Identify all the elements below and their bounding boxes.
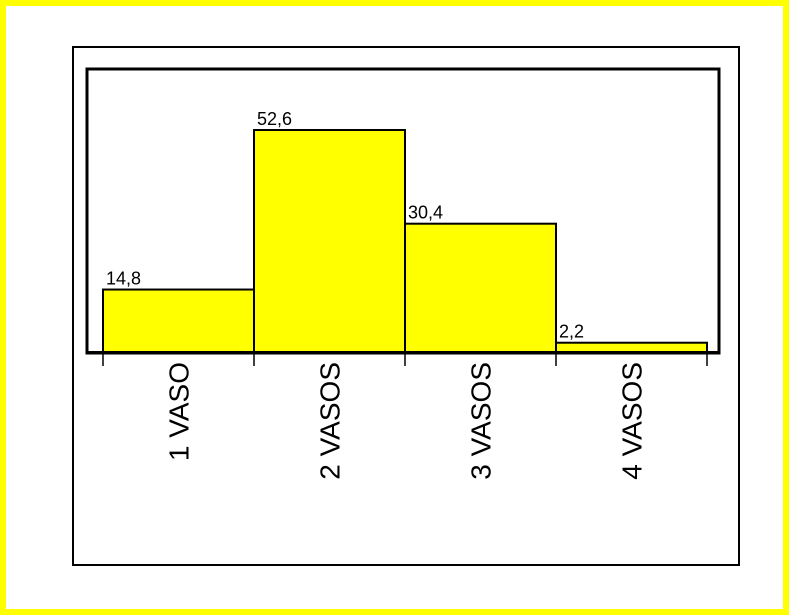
bar-1: [102, 288, 255, 354]
category-label-4: 4 VASOS: [617, 362, 648, 480]
bar-2: [253, 129, 406, 353]
category-label-3: 3 VASOS: [466, 362, 497, 480]
bar-3: [404, 222, 557, 353]
labels-layer: 14,8 1 VASO 52,6 2 VASOS 30,4 3 VASOS 2,2 4 VAS…: [106, 109, 648, 480]
value-label-1: 14,8: [106, 269, 141, 289]
category-label-1: 1 VASO: [164, 362, 195, 461]
value-label-4: 2,2: [559, 322, 584, 342]
outer-chart-frame: [72, 46, 740, 566]
bars-layer: [87, 129, 719, 366]
value-label-3: 30,4: [408, 203, 443, 223]
value-label-2: 52,6: [257, 109, 292, 129]
category-label-2: 2 VASOS: [315, 362, 346, 480]
bar-4: [555, 341, 708, 354]
